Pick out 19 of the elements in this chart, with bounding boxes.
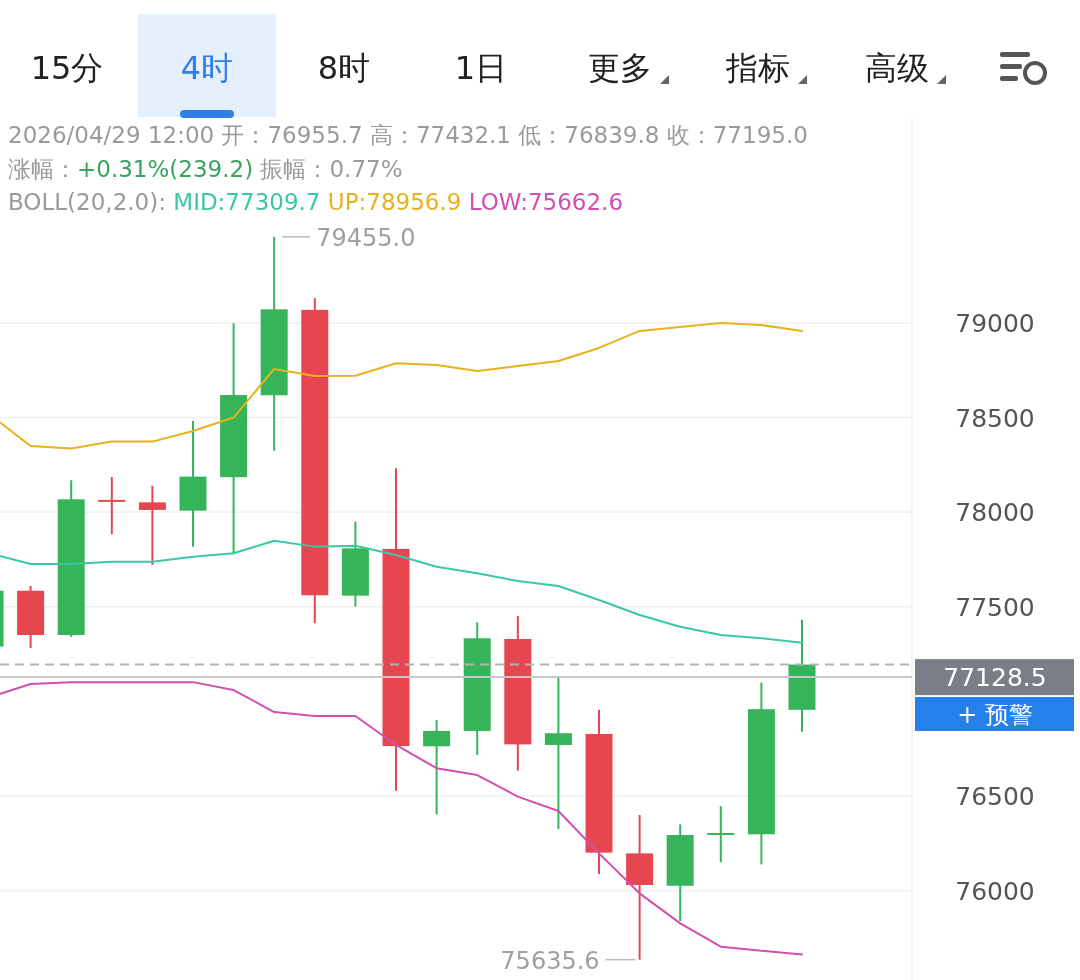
annotation: 振幅：0.77% — [260, 156, 403, 182]
text: LOW:75662.6 — [468, 189, 624, 215]
text: MID:77309.7 — [173, 189, 328, 215]
y-tick-label: 78000 — [955, 498, 1035, 528]
annotation: 79455.0 — [316, 223, 416, 252]
y-tick-label: 78500 — [955, 403, 1035, 433]
y-tick-label: 79000 — [955, 308, 1035, 338]
text: UP:78956.9 — [327, 189, 469, 215]
chart-title: 2026/04/29 12:00 开：76955.7 高：77432.1 低：76839.8 收：77195.0 — [8, 122, 808, 148]
annotation: 涨幅： — [8, 156, 77, 182]
y-tick-label: 76500 — [955, 782, 1035, 812]
annotation: 75635.6 — [500, 946, 600, 975]
text: + 预警 — [957, 701, 1033, 729]
ref-line-label: 77128.5 — [943, 663, 1047, 693]
y-tick-label: 77500 — [955, 592, 1035, 622]
tabs: 15分 4时 8时 1日 更多 指标 高级 — [30, 14, 946, 118]
annotation: +0.31%(239.2) — [77, 156, 261, 182]
y-tick-label: 76000 — [955, 876, 1035, 906]
legend-title: BOLL(20,2.0): — [8, 189, 174, 215]
